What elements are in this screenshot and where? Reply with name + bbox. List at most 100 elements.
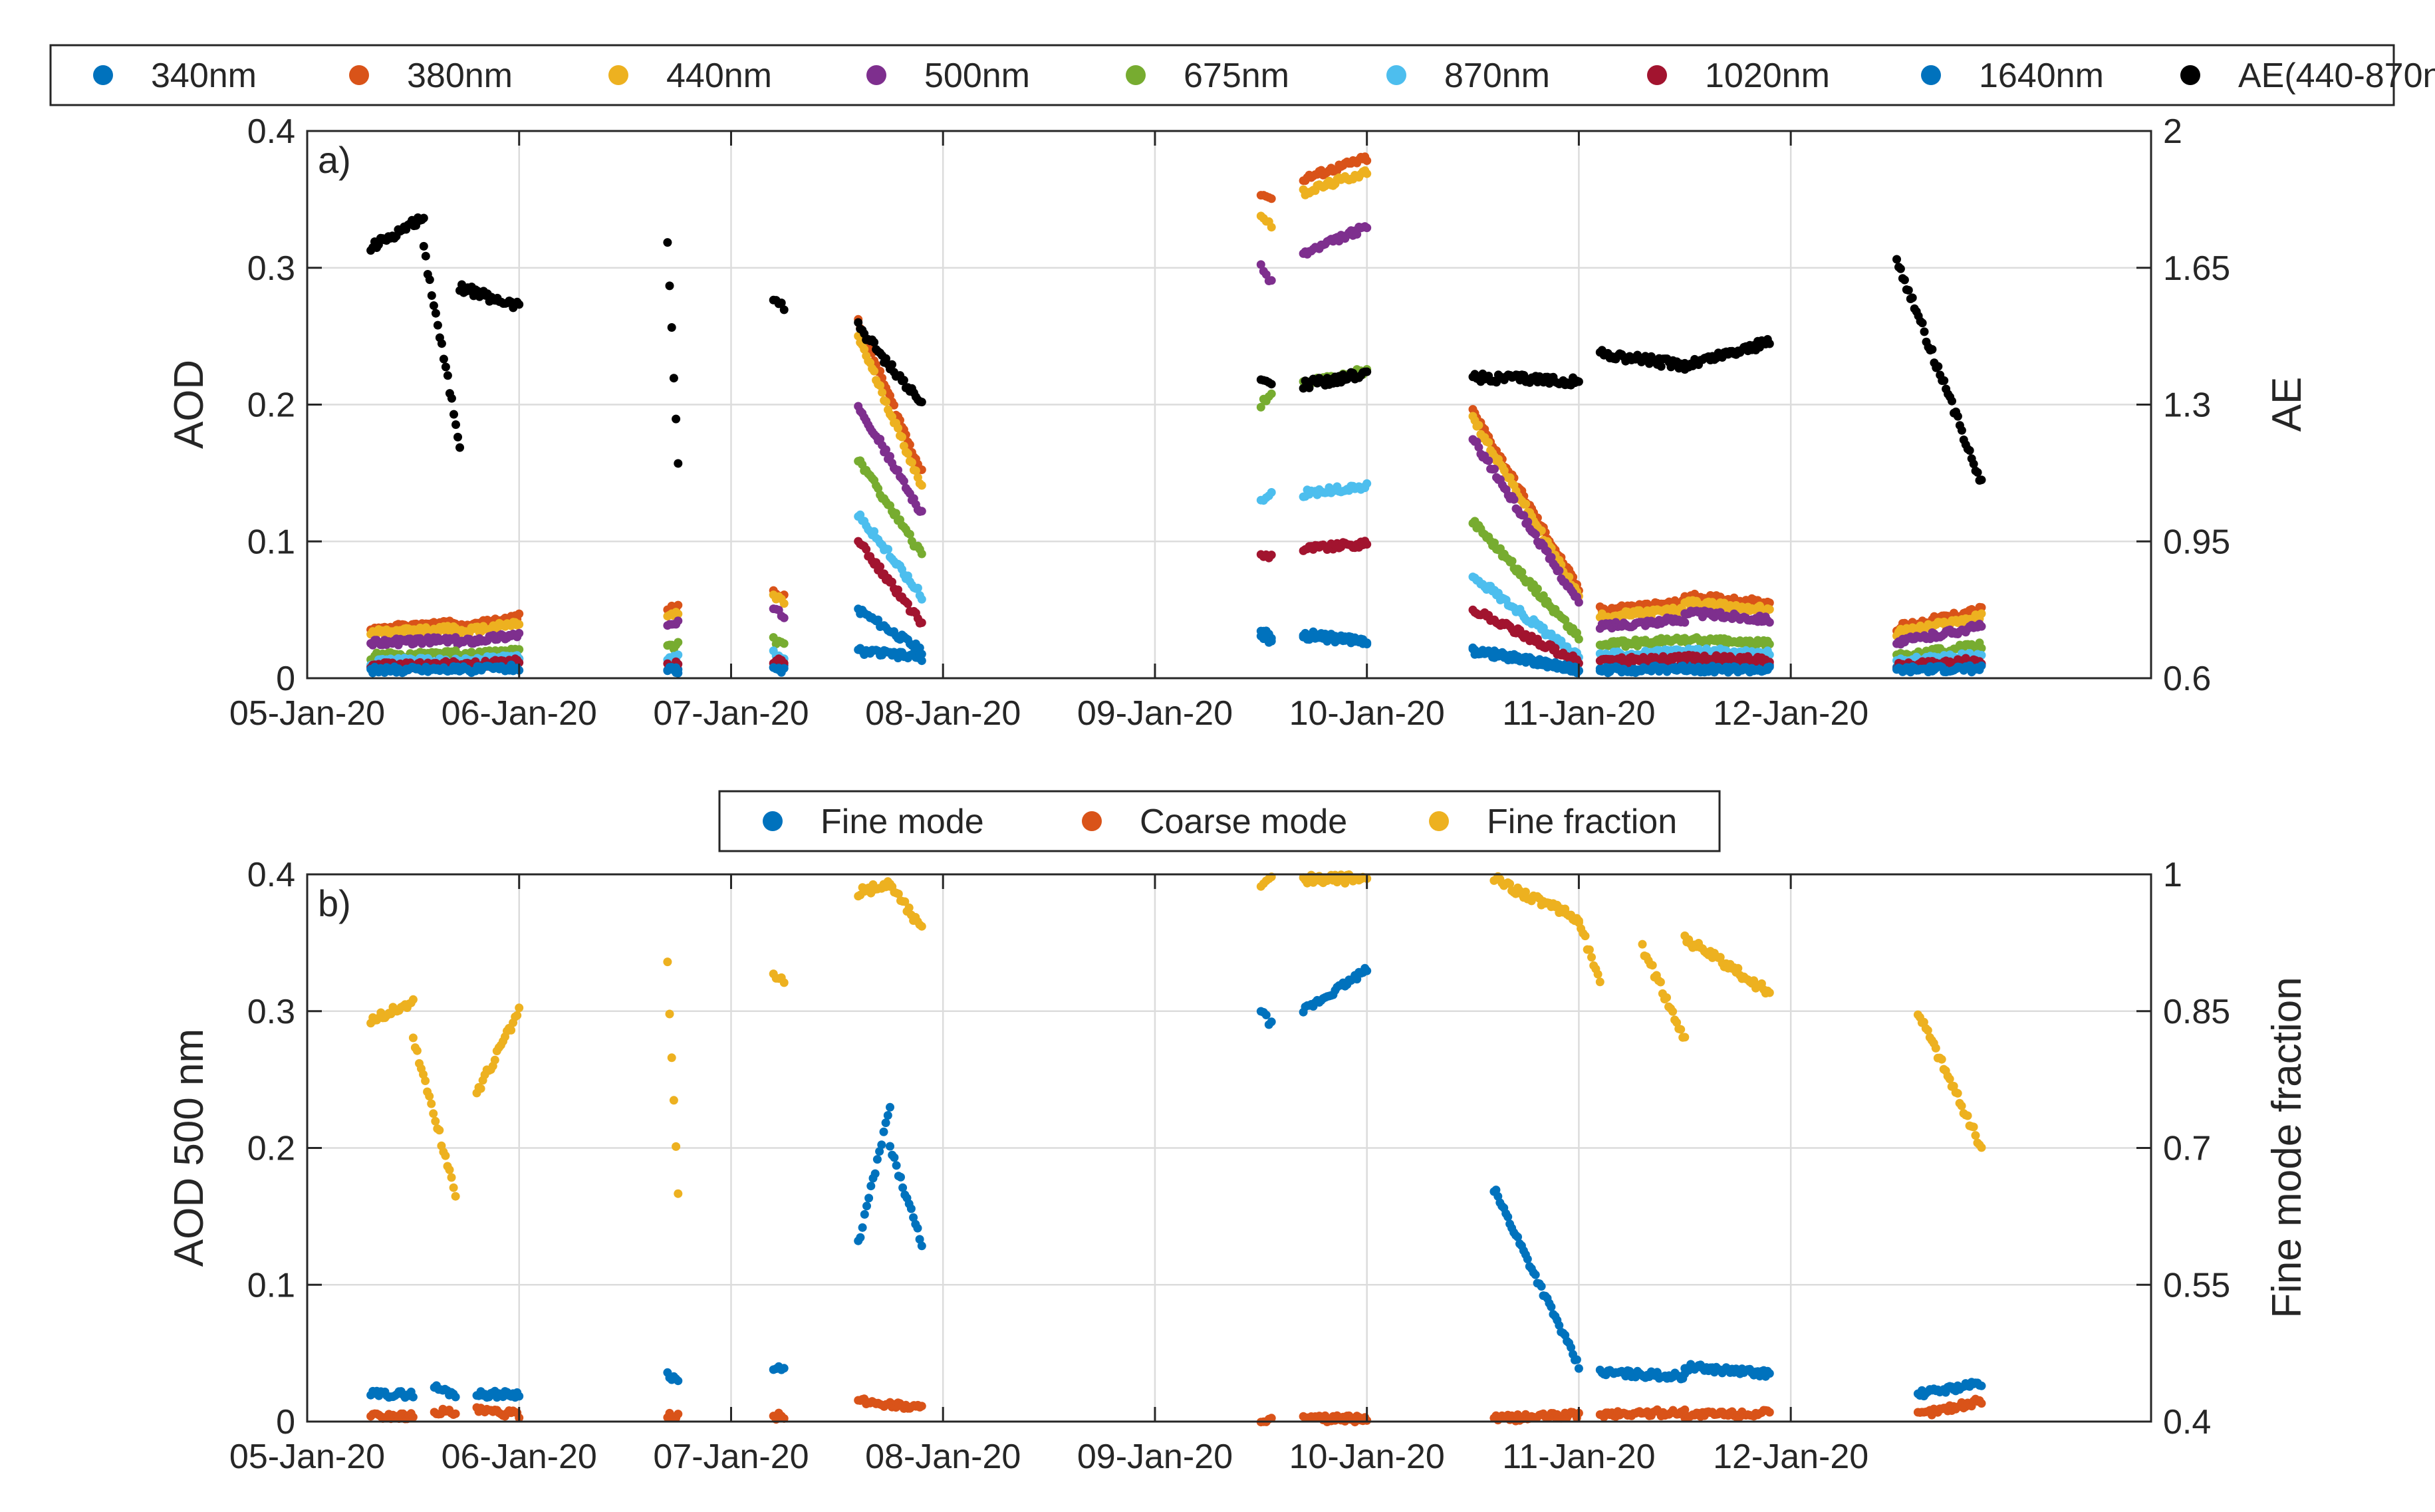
- data-point: [898, 432, 906, 441]
- data-point: [917, 481, 926, 490]
- data-point: [911, 466, 920, 475]
- data-point: [674, 1410, 683, 1419]
- legend-marker: [1082, 811, 1102, 831]
- data-point: [1973, 468, 1982, 477]
- data-point: [451, 1409, 460, 1418]
- series-440nm: [366, 166, 1986, 640]
- data-point: [1765, 605, 1774, 614]
- legend-marker: [349, 65, 369, 85]
- data-point: [1908, 293, 1917, 303]
- data-point: [451, 1192, 460, 1201]
- y-tick-label: 0.1: [247, 1266, 295, 1305]
- data-point: [490, 1055, 499, 1065]
- data-point: [1971, 1131, 1980, 1140]
- legend-label: 380nm: [407, 57, 513, 95]
- data-point: [779, 978, 789, 987]
- data-point: [408, 1412, 418, 1422]
- data-point: [665, 281, 674, 291]
- data-point: [1519, 511, 1529, 520]
- data-point: [1765, 1369, 1774, 1378]
- data-point: [898, 1183, 908, 1192]
- data-point: [674, 650, 683, 660]
- data-point: [1587, 953, 1596, 962]
- data-point: [1920, 327, 1929, 336]
- series-ae-440-870nm-: [366, 213, 1986, 485]
- y2-axis-label-a: AE: [2264, 377, 2310, 432]
- data-point: [1305, 383, 1314, 392]
- data-point: [1362, 169, 1372, 178]
- data-point: [896, 1172, 905, 1182]
- data-point: [1931, 1043, 1940, 1053]
- data-point: [507, 1025, 516, 1035]
- data-point: [875, 1147, 884, 1156]
- data-point: [881, 1118, 890, 1128]
- data-point: [1765, 618, 1774, 627]
- legend-label: 440nm: [666, 57, 772, 95]
- data-point: [1638, 940, 1647, 949]
- data-point: [1547, 553, 1556, 562]
- legend-marker: [866, 65, 886, 85]
- data-point: [777, 299, 786, 307]
- data-point: [1567, 1343, 1576, 1352]
- data-point: [1656, 362, 1666, 371]
- data-point: [419, 241, 428, 251]
- data-point: [441, 1151, 450, 1160]
- data-point: [917, 398, 926, 407]
- data-point: [451, 420, 460, 430]
- data-point: [903, 449, 912, 458]
- y2-axis-label-b: Fine mode fraction: [2264, 977, 2310, 1318]
- data-point: [874, 615, 883, 624]
- data-point: [1261, 1011, 1271, 1019]
- panel-label-a: a): [318, 139, 351, 181]
- x-tick-label: 06-Jan-20: [442, 694, 597, 733]
- data-point: [779, 1364, 789, 1373]
- data-point: [904, 903, 914, 912]
- data-point: [1503, 1212, 1513, 1221]
- legend-b-box: [718, 790, 1721, 852]
- data-point: [672, 414, 681, 424]
- data-point: [1256, 260, 1265, 269]
- data-point: [1965, 446, 1974, 455]
- x-tick-label: 10-Jan-20: [1289, 1438, 1445, 1476]
- legend-label: 675nm: [1184, 57, 1289, 95]
- data-point: [667, 323, 676, 332]
- legend-marker: [763, 811, 783, 831]
- data-point: [886, 1102, 894, 1112]
- legend-a-box: [49, 44, 2395, 106]
- data-point: [674, 1376, 683, 1386]
- data-point: [663, 957, 672, 967]
- data-point: [903, 599, 912, 608]
- y-axis-label-b: AOD 500 nm: [166, 1029, 212, 1267]
- data-point: [888, 360, 896, 369]
- data-point: [888, 577, 896, 586]
- x-tick-label: 09-Jan-20: [1077, 694, 1233, 733]
- y-tick-label: 0.2: [247, 1130, 295, 1168]
- x-tick-label: 12-Jan-20: [1713, 694, 1868, 733]
- data-point: [1918, 318, 1927, 328]
- data-point: [876, 366, 885, 376]
- data-point: [894, 889, 903, 898]
- data-point: [513, 1011, 522, 1020]
- series-a: [366, 152, 1986, 678]
- data-point: [1267, 1017, 1276, 1027]
- data-point: [1765, 988, 1774, 997]
- data-point: [917, 549, 926, 559]
- series-fine-mode: [366, 963, 1986, 1402]
- series-500nm: [366, 222, 1986, 650]
- data-point: [779, 664, 789, 673]
- data-point: [882, 445, 890, 454]
- data-point: [1474, 443, 1483, 452]
- data-point: [1523, 1255, 1532, 1264]
- data-point: [425, 1092, 434, 1101]
- data-point: [876, 381, 885, 390]
- data-point: [1507, 557, 1517, 566]
- data-point: [1896, 264, 1905, 273]
- legend-label: Fine fraction: [1487, 803, 1677, 841]
- data-point: [1531, 1270, 1540, 1279]
- legend-marker: [1429, 811, 1449, 831]
- data-point: [674, 459, 683, 468]
- data-point: [1362, 479, 1372, 488]
- data-point: [1490, 464, 1499, 473]
- data-point: [860, 1209, 869, 1219]
- data-point: [435, 1126, 444, 1135]
